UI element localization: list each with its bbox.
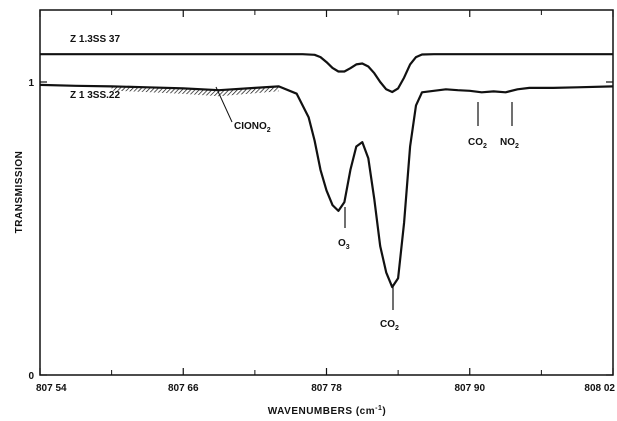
- co2-main-label: CO2: [380, 319, 399, 332]
- x-axis-title-main: WAVENUMBERS: [268, 406, 353, 417]
- co2-small-label: CO2: [468, 137, 487, 150]
- x-tick-label-1: 807 66: [168, 383, 199, 394]
- hatched-fill: [111, 86, 279, 97]
- series-group: [39, 53, 614, 289]
- co2-small-label-main: CO: [468, 137, 483, 148]
- cl-ono2-hatched-region: [111, 86, 279, 97]
- x-tick-label-0: 807 54: [36, 383, 67, 394]
- clono2-leader-line: [215, 86, 233, 123]
- x-axis-unit-close: ): [382, 406, 386, 417]
- series-line-0: [40, 53, 613, 94]
- co2-main-label-sub: 2: [395, 325, 399, 332]
- x-tick-label-3: 807 90: [454, 383, 485, 394]
- clono2-label-main: CIONO: [234, 121, 267, 132]
- clono2-label: CIONO2: [234, 121, 271, 134]
- no2-label-main: NO: [500, 137, 515, 148]
- x-axis-title: WAVENUMBERS (cm-1): [268, 405, 386, 417]
- series-label-z122: Z 1 3SS.22: [70, 90, 120, 101]
- y-tick-label-1: 1: [28, 78, 34, 89]
- x-axis-unit-open: (cm: [356, 406, 375, 417]
- y-tick-labels: 01: [28, 78, 34, 382]
- no2-label: NO2: [500, 137, 519, 150]
- y-axis-title: TRANSMISSION: [14, 151, 25, 234]
- x-tick-label-4: 808 02: [584, 383, 615, 394]
- x-axis-unit-sup: -1: [375, 405, 382, 412]
- o3-label-main: O: [338, 238, 346, 249]
- co2-small-label-sub: 2: [483, 143, 487, 150]
- ticks-group: [39, 10, 614, 376]
- no2-label-sub: 2: [515, 143, 519, 150]
- o3-label: O3: [338, 238, 350, 251]
- o3-label-sub: 3: [346, 244, 350, 251]
- annotations-group: O3 CO2 CO2 NO2: [338, 102, 519, 332]
- x-tick-labels: 807 54 807 66 807 78 807 90 808 02: [36, 383, 615, 394]
- clono2-label-sub: 2: [267, 127, 271, 134]
- series-label-z137: Z 1.3SS 37: [70, 34, 120, 45]
- y-tick-label-0: 0: [28, 371, 34, 382]
- co2-main-label-main: CO: [380, 319, 395, 330]
- series-line-1: [39, 83, 614, 289]
- x-tick-label-2: 807 78: [311, 383, 342, 394]
